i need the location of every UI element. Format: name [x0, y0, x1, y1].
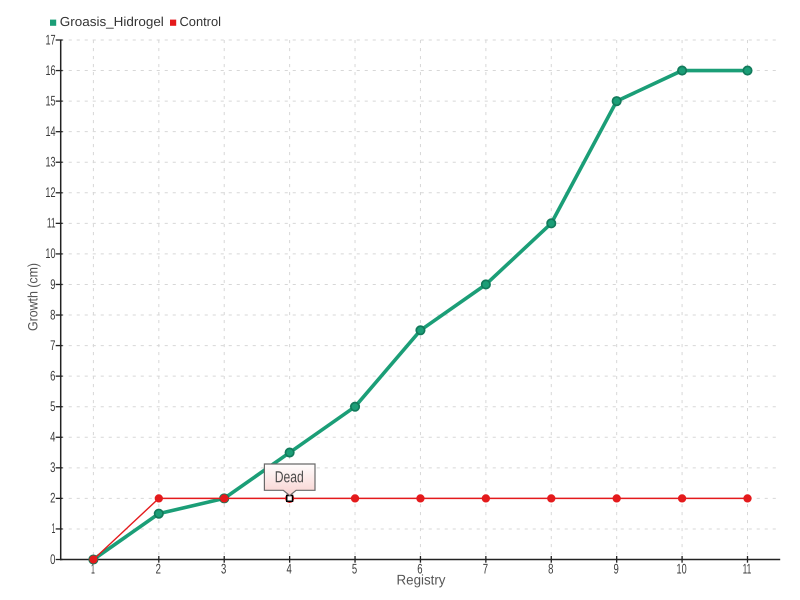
svg-text:2: 2 [156, 561, 161, 577]
svg-text:10: 10 [677, 561, 687, 577]
svg-text:11: 11 [743, 561, 752, 577]
svg-text:11: 11 [47, 215, 56, 231]
svg-text:Growth (cm): Growth (cm) [26, 263, 41, 331]
svg-text:Groasis_Hidrogel: Groasis_Hidrogel [60, 14, 164, 29]
svg-text:2: 2 [50, 490, 55, 506]
svg-text:9: 9 [614, 561, 619, 577]
svg-text:3: 3 [221, 561, 226, 577]
svg-text:8: 8 [50, 306, 55, 322]
svg-text:14: 14 [45, 123, 55, 139]
svg-text:9: 9 [50, 276, 55, 292]
svg-text:6: 6 [417, 561, 422, 577]
svg-text:16: 16 [45, 62, 55, 78]
svg-text:5: 5 [50, 398, 55, 414]
svg-text:8: 8 [548, 561, 553, 577]
svg-text:15: 15 [45, 92, 55, 108]
svg-text:0: 0 [50, 551, 55, 567]
svg-text:13: 13 [45, 154, 55, 170]
svg-text:6: 6 [50, 367, 55, 383]
svg-text:10: 10 [45, 245, 55, 261]
svg-text:Registry: Registry [396, 571, 445, 587]
svg-text:5: 5 [352, 561, 357, 577]
svg-text:1: 1 [91, 560, 95, 576]
svg-text:7: 7 [483, 561, 488, 577]
svg-text:Control: Control [179, 14, 221, 29]
svg-text:4: 4 [50, 429, 55, 445]
svg-text:12: 12 [45, 184, 55, 200]
svg-text:17: 17 [45, 31, 55, 47]
svg-text:4: 4 [286, 561, 291, 577]
svg-text:3: 3 [50, 459, 55, 475]
svg-text:7: 7 [50, 337, 55, 353]
svg-text:Dead: Dead [275, 469, 304, 486]
svg-text:1: 1 [52, 520, 56, 536]
